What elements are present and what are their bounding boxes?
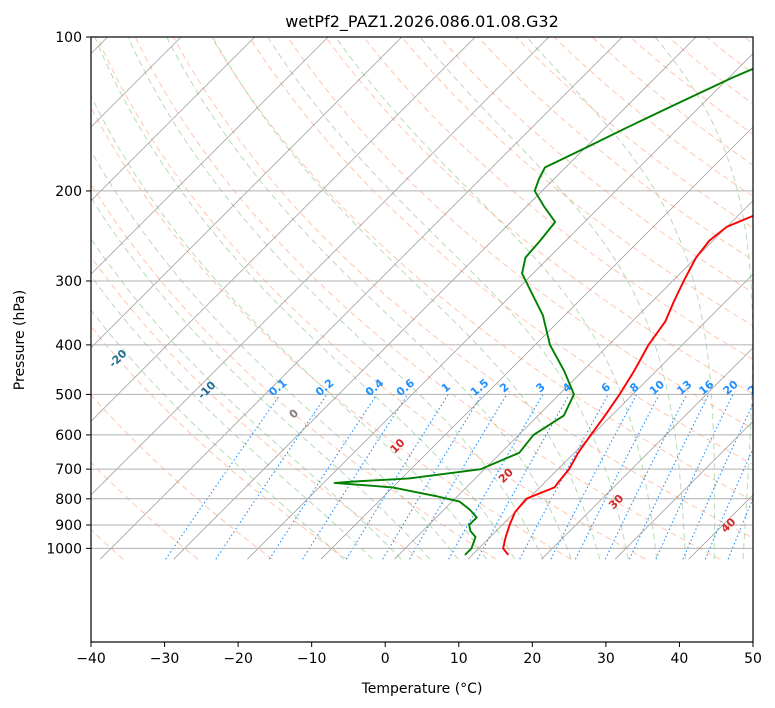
y-tick-label: 400 [55,338,82,354]
isotherm-line [541,347,753,560]
isotherm-line [91,37,329,275]
x-tick-label: 10 [450,651,468,667]
y-tick-label: 600 [55,428,82,444]
moist-adiabat-line [91,94,487,560]
moist-adiabat-line [91,309,345,560]
profile-series [333,67,753,556]
pressure-grid [91,37,753,549]
x-tick-label: 30 [597,651,615,667]
mixing-ratio-line [519,394,609,560]
dry-adiabat-line [210,37,753,502]
dry-adiabat-line [439,37,753,294]
y-tick-label: 700 [55,462,82,478]
mixing-ratio-line [448,394,544,560]
isotherm-line [99,37,623,560]
dry-adiabat-line [172,37,753,539]
mixing-ratio-line [165,394,281,560]
isotherm-line [320,126,753,560]
isotherm-line [247,52,753,560]
moist-adiabat-line [91,149,459,560]
mixing-ratio-lines [165,394,753,560]
moist-adiabat-line [654,37,753,560]
x-tick-label: 50 [744,651,762,667]
mixing-ratio-line [382,394,483,560]
isotherm-line [91,37,182,128]
moist-adiabats [91,37,753,560]
dry-adiabat-line [629,37,753,135]
isotherm-line [91,37,476,422]
isotherm-line [467,273,753,560]
moist-adiabat-line [526,37,716,560]
x-axis-label: Temperature (°C) [361,681,483,697]
y-tick-label: 900 [55,518,82,534]
dry-adiabat-line [249,37,753,465]
dry-adiabat-line [325,37,753,395]
y-tick-label: 800 [55,492,82,508]
mixing-ratio-line [268,394,378,560]
temperature-line [502,214,753,556]
mixing-ratio-line [704,447,753,560]
dry-adiabat-line [91,461,199,560]
x-tick-label: 40 [671,651,689,667]
dry-adiabat-line [477,37,753,261]
y-tick-label: 500 [55,387,82,403]
y-axis-label: Pressure (hPa) [12,290,28,390]
chart-title: wetPf2_PAZ1.2026.086.01.08.G32 [285,12,559,32]
dry-adiabat-line [287,37,753,430]
x-tick-label: −30 [150,651,180,667]
moist-adiabat-line [335,37,658,560]
mixing-ratio-label: 25 [745,378,765,398]
moist-adiabat-line [127,37,544,560]
isotherm-line [614,420,753,560]
dry-adiabat-line [134,37,721,560]
y-tick-label: 100 [55,30,82,46]
plot-frame [90,36,754,643]
moist-adiabat-line [91,275,373,560]
moist-adiabat-line [91,196,431,560]
dry-adiabat-line [91,325,348,560]
isotherm-line [173,37,697,560]
moist-adiabat-line [419,37,686,560]
y-axis: 100 200 300 400 500 600 700 800 900 1000 [46,30,91,557]
x-tick-label: −20 [223,651,253,667]
isotherm-line [394,200,753,560]
y-tick-label: 200 [55,184,82,200]
isotherms [91,37,753,560]
dry-adiabat-line [96,37,646,560]
dry-adiabat-line [91,255,422,560]
mixing-ratio-line [628,394,710,560]
isotherm-line [91,37,403,349]
y-tick-label: 1000 [46,541,82,557]
x-tick-label: 0 [381,651,390,667]
x-tick-label: −10 [297,651,327,667]
mixing-ratio-line [655,394,734,560]
x-tick-label: −40 [76,651,106,667]
plot-area: 0.10.20.40.611.5234681013162025-100-90-8… [91,37,765,560]
isotherm-line [91,37,255,202]
x-axis: −40 −30 −20 −10 0 10 20 30 40 50 [76,642,762,667]
x-tick-label: 20 [523,651,541,667]
dry-adiabat-line [401,37,753,327]
moist-adiabat-line [91,237,402,560]
moist-adiabat-line [94,37,516,560]
dewpoint-line [333,67,753,556]
mixing-ratio-line [477,394,570,560]
isotherm-line [91,37,550,496]
y-tick-label: 300 [55,274,82,290]
